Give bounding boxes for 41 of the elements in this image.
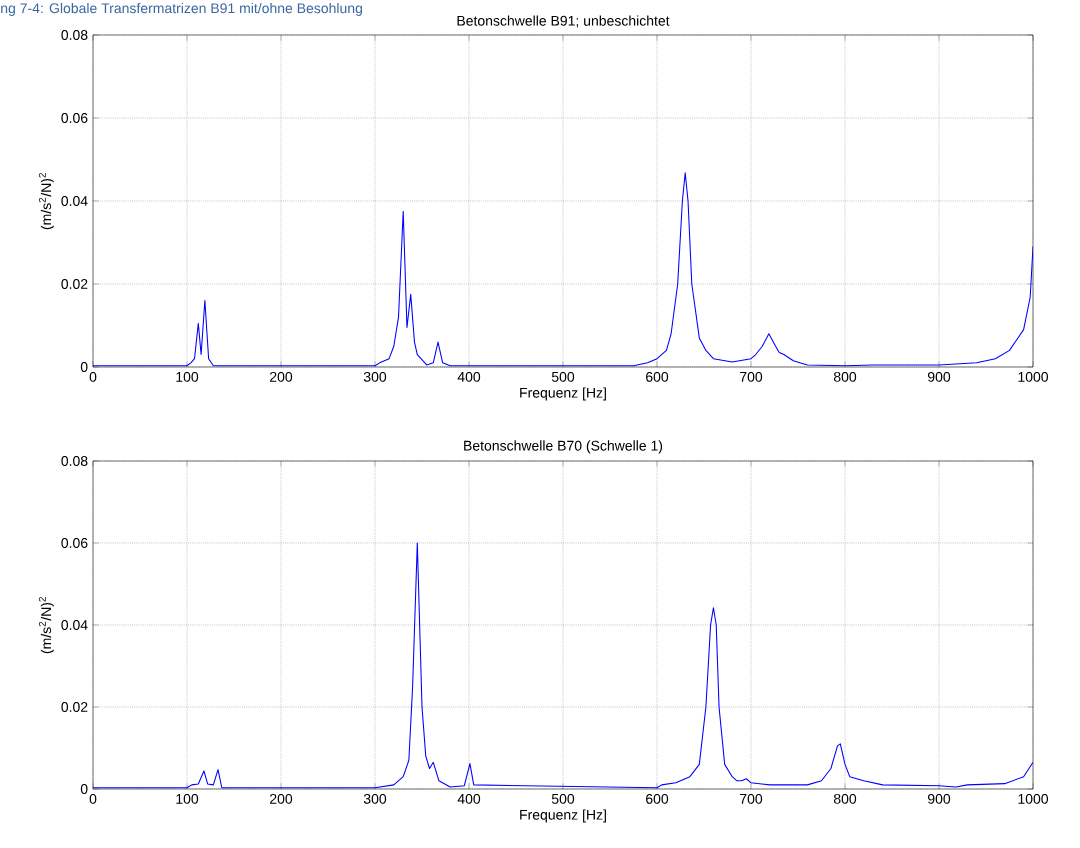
x-tick-label: 900	[927, 793, 951, 804]
y-tick-label: 0	[80, 362, 88, 372]
chart-title: Betonschwelle B70 (Schwelle 1)	[464, 440, 663, 454]
x-tick-label: 200	[270, 793, 293, 804]
x-tick-label: 300	[363, 793, 387, 804]
x-tick-label: 400	[457, 371, 481, 382]
y-tick-label: 0	[80, 784, 88, 794]
x-tick-label: 500	[551, 371, 575, 382]
x-tick-label: 300	[363, 371, 387, 382]
line-series	[93, 172, 1034, 367]
x-tick-label: 1000	[1018, 793, 1049, 804]
x-tick-label: 100	[176, 371, 199, 382]
x-tick-label: 600	[646, 793, 669, 804]
y-tick-label: 0.04	[61, 620, 88, 630]
x-tick-label: 500	[551, 793, 575, 804]
x-tick-label: 900	[927, 371, 951, 382]
x-tick-label: 200	[270, 371, 293, 382]
text: ng 7-4: Globale Transfermatrizen B91 mit/ohne Besohlung	[1, 2, 362, 16]
x-tick-label: 700	[740, 793, 763, 804]
line-series	[93, 542, 1034, 789]
x-tick-label: 600	[646, 371, 669, 382]
y-tick-label: 0.02	[61, 702, 88, 712]
x-tick-label: 800	[833, 793, 857, 804]
y-tick-label: 0.06	[61, 538, 88, 548]
x-tick-label: 0	[89, 793, 97, 804]
y-axis-title: (m/s$^{2}$/N)$^{2}$	[38, 173, 54, 230]
chart-title: Betonschwelle B91; unbeschichtet	[457, 15, 670, 28]
y-tick-label: 0.08	[61, 456, 88, 466]
y-tick-label: 0.08	[61, 30, 88, 40]
x-tick-label: 800	[833, 371, 857, 382]
x-axis-title: Frequenz [Hz]	[520, 387, 606, 401]
x-tick-label: 700	[740, 371, 763, 382]
x-tick-label: 100	[176, 793, 199, 804]
y-axis-title: (m/s$^{2}$/N)$^{2}$	[38, 597, 54, 654]
x-axis-title: Frequenz [Hz]	[520, 809, 606, 823]
x-tick-label: 400	[457, 793, 481, 804]
y-tick-label: 0.06	[61, 113, 88, 123]
y-tick-label: 0.04	[61, 196, 88, 206]
x-tick-label: 0	[89, 371, 97, 382]
y-tick-label: 0.02	[61, 279, 88, 289]
x-tick-label: 1000	[1018, 371, 1049, 382]
